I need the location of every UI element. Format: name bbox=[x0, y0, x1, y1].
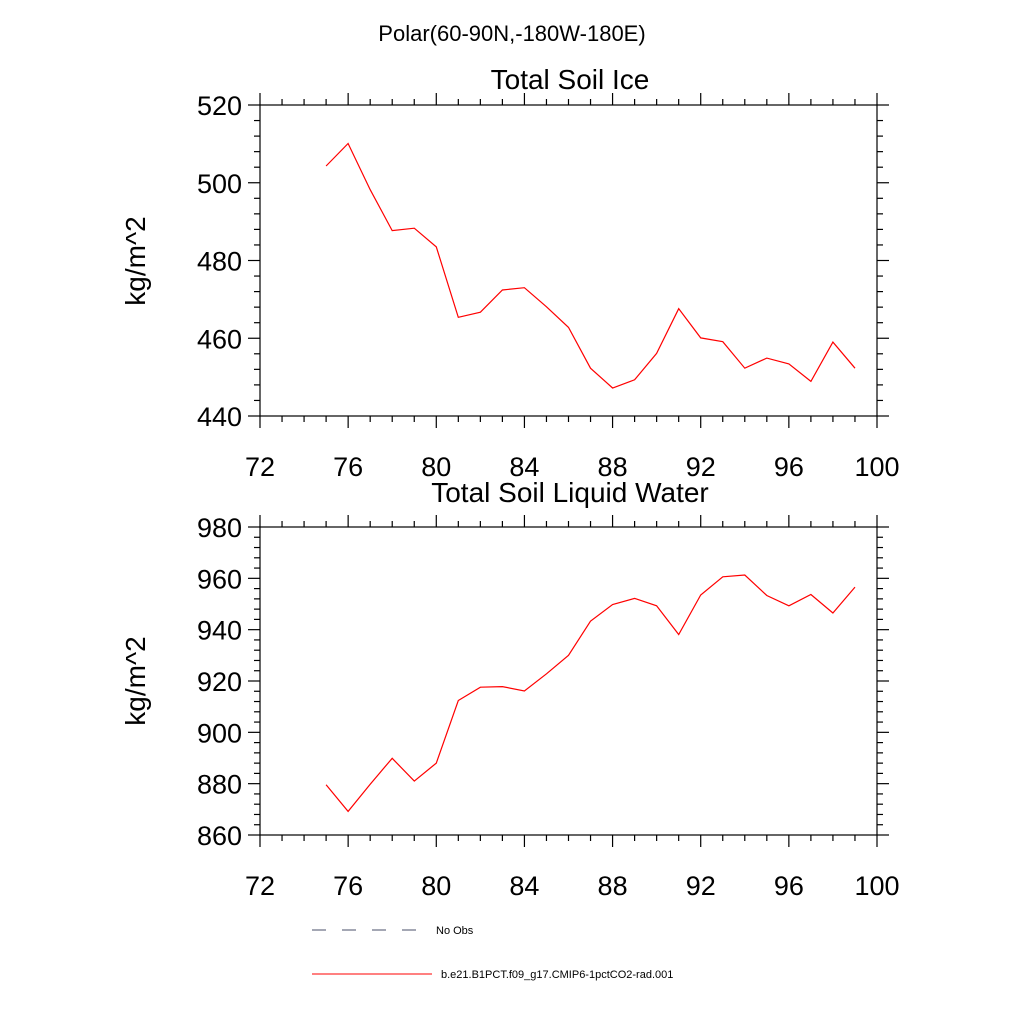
x-tick-label: 76 bbox=[333, 871, 363, 901]
y-tick-label: 980 bbox=[197, 513, 242, 543]
x-tick-label: 100 bbox=[854, 871, 899, 901]
y-tick-label: 900 bbox=[197, 718, 242, 748]
y-axis-label: kg/m^2 bbox=[120, 636, 151, 725]
y-tick-label: 500 bbox=[197, 169, 242, 199]
y-tick-label: 860 bbox=[197, 821, 242, 851]
panel-title: Total Soil Ice bbox=[491, 64, 650, 95]
y-tick-label: 960 bbox=[197, 564, 242, 594]
tick-labels: 72 76 80 84 88 92 96 100 440 460 480 500 520 bbox=[197, 91, 900, 482]
soil-ice-panel: Total Soil Ice kg/m^2 72 76 80 84 88 92 96 100 4… bbox=[120, 64, 900, 482]
axis-ticks bbox=[248, 93, 889, 428]
legend-model-label: b.e21.B1PCT.f09_g17.CMIP6-1pctCO2-rad.00… bbox=[441, 969, 673, 981]
x-tick-label: 84 bbox=[509, 871, 539, 901]
soil-liquid-water-panel: Total Soil Liquid Water kg/m^2 72 76 80 84 8… bbox=[120, 477, 900, 901]
x-tick-label: 72 bbox=[245, 452, 275, 482]
y-tick-label: 880 bbox=[197, 770, 242, 800]
x-tick-label: 72 bbox=[245, 871, 275, 901]
y-tick-label: 920 bbox=[197, 667, 242, 697]
x-tick-label: 76 bbox=[333, 452, 363, 482]
x-tick-label: 80 bbox=[421, 452, 451, 482]
x-tick-label: 92 bbox=[686, 452, 716, 482]
panel-title: Total Soil Liquid Water bbox=[431, 477, 709, 508]
y-tick-label: 520 bbox=[197, 91, 242, 121]
legend: No Obs b.e21.B1PCT.f09_g17.CMIP6-1pctCO2… bbox=[312, 925, 673, 981]
x-tick-label: 92 bbox=[686, 871, 716, 901]
legend-obs-label: No Obs bbox=[436, 925, 474, 937]
y-tick-label: 460 bbox=[197, 324, 242, 354]
y-axis-label: kg/m^2 bbox=[120, 216, 151, 305]
model-series-line bbox=[325, 574, 856, 813]
series-lines bbox=[325, 142, 856, 389]
tick-labels: 72 76 80 84 88 92 96 100 860 880 900 920 940 960 980 bbox=[197, 513, 900, 901]
x-tick-label: 88 bbox=[598, 452, 628, 482]
x-tick-label: 96 bbox=[774, 452, 804, 482]
x-tick-label: 100 bbox=[854, 452, 899, 482]
x-tick-label: 84 bbox=[509, 452, 539, 482]
series-lines bbox=[325, 574, 856, 813]
axis-ticks bbox=[248, 515, 889, 847]
x-tick-label: 88 bbox=[598, 871, 628, 901]
plot-frame bbox=[259, 526, 878, 836]
x-tick-label: 96 bbox=[774, 871, 804, 901]
y-tick-label: 480 bbox=[197, 247, 242, 277]
y-tick-label: 440 bbox=[197, 402, 242, 432]
model-series-line bbox=[325, 142, 856, 389]
y-tick-label: 940 bbox=[197, 616, 242, 646]
figure-suptitle: Polar(60-90N,-180W-180E) bbox=[378, 21, 645, 46]
x-tick-label: 80 bbox=[421, 871, 451, 901]
